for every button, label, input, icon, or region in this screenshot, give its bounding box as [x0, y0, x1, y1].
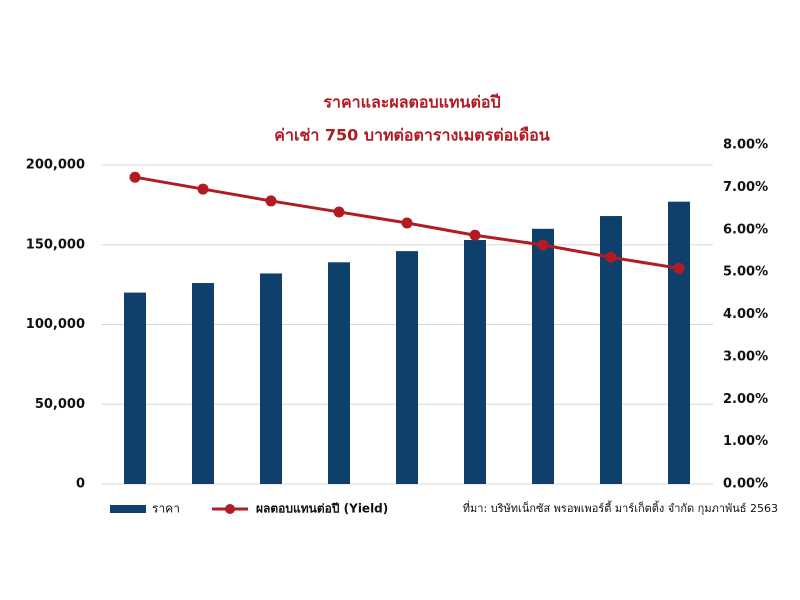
y-tick-label: 150,000 — [26, 237, 85, 252]
line-marker — [605, 251, 617, 263]
y-tick-label: 200,000 — [26, 158, 85, 173]
bar — [260, 273, 282, 484]
bar — [124, 292, 146, 484]
bar — [600, 216, 622, 485]
y2-tick-label: 2.00% — [723, 392, 768, 407]
bar — [532, 228, 554, 484]
y2-tick-label: 0.00% — [723, 477, 768, 492]
line-marker — [265, 195, 277, 207]
bar — [464, 239, 486, 484]
bar — [192, 283, 214, 484]
source-note: ที่มา: บริษัทเน็กซัส พรอพเพอร์ตี้ มาร์เก… — [463, 500, 778, 515]
chart-title: ราคาและผลตอบแทนต่อปี — [323, 93, 500, 112]
legend-label: ราคา — [152, 502, 180, 516]
bar — [328, 262, 350, 484]
y2-tick-label: 5.00% — [723, 265, 768, 280]
y2-tick-label: 7.00% — [723, 180, 768, 195]
y2-tick-label: 8.00% — [723, 138, 768, 153]
y-tick-label: 0 — [76, 477, 85, 492]
line-marker — [673, 262, 685, 274]
y2-tick-label: 3.00% — [723, 349, 768, 364]
line-marker — [469, 229, 481, 241]
y2-tick-label: 4.00% — [723, 307, 768, 322]
bar — [396, 251, 418, 484]
y-tick-label: 50,000 — [35, 397, 85, 412]
legend-swatch — [225, 504, 235, 514]
legend-swatch — [110, 505, 146, 513]
y2-tick-label: 1.00% — [723, 434, 768, 449]
bar — [668, 201, 690, 484]
line-marker — [333, 206, 345, 218]
chart-subtitle: ค่าเช่า 750 บาทต่อตารางเมตรต่อเดือน — [274, 126, 549, 145]
line-marker — [197, 183, 209, 195]
legend-label: ผลตอบแทนต่อปี (Yield) — [256, 502, 388, 516]
line-marker — [129, 171, 141, 183]
y-tick-label: 100,000 — [26, 317, 85, 332]
line-marker — [401, 217, 413, 229]
y2-tick-label: 6.00% — [723, 222, 768, 237]
line-marker — [537, 239, 549, 251]
